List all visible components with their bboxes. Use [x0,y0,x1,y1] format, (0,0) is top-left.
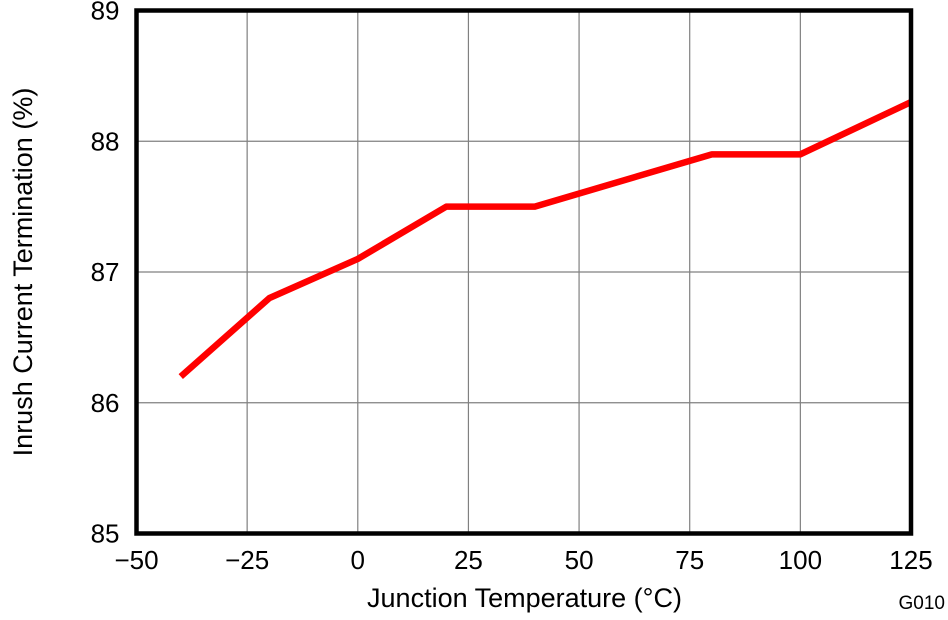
x-tick-label: −25 [225,545,269,575]
y-tick-label: 85 [91,519,120,549]
x-tick-label: 100 [779,545,822,575]
x-tick-label: 75 [675,545,704,575]
x-tick-label: −50 [114,545,158,575]
plot-border [134,8,914,536]
y-tick-label: 89 [91,0,120,26]
y-tick-label: 88 [91,126,120,156]
x-tick-label: 125 [889,545,932,575]
y-tick-label: 87 [91,257,120,287]
x-tick-label: 25 [454,545,483,575]
plot-id-label: G010 [898,593,945,614]
y-axis-title: Inrush Current Termination (%) [8,87,38,457]
series-line [178,99,913,380]
x-tick-label: 0 [351,545,365,575]
y-tick-label: 86 [91,388,120,418]
x-axis-title: Junction Temperature (°C) [367,583,682,613]
x-tick-label: 50 [565,545,594,575]
